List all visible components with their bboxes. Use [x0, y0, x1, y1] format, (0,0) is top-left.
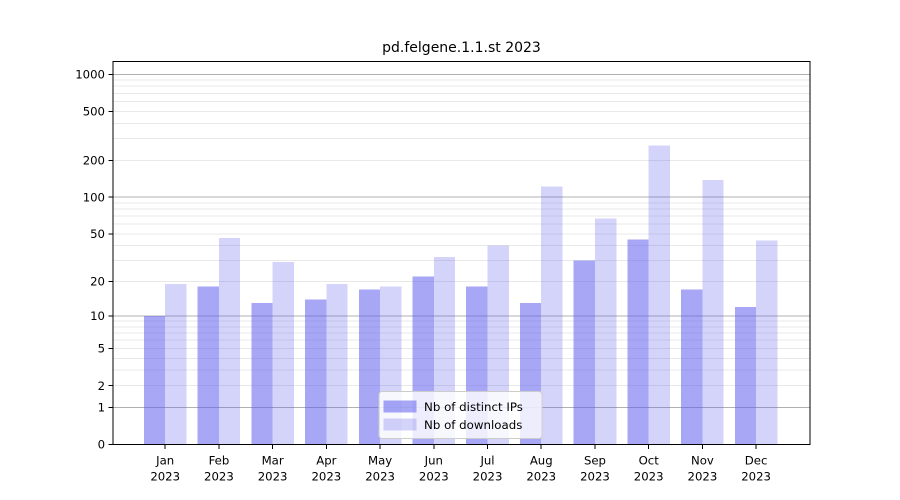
x-tick-label-year: 2023: [258, 470, 288, 484]
y-tick-label: 200: [83, 154, 105, 168]
legend: Nb of distinct IPs Nb of downloads: [378, 391, 543, 439]
y-tick-label: 0: [98, 438, 105, 452]
y-tick-label: 20: [90, 275, 105, 289]
y-tick-label: 100: [83, 190, 105, 204]
bar-downloads-mar: [272, 262, 294, 445]
x-tick-label-year: 2023: [311, 470, 341, 484]
bar-distinct-ips-feb: [197, 286, 219, 445]
x-tick-label-year: 2023: [526, 470, 556, 484]
x-tick-label-month: Feb: [209, 454, 230, 468]
bar-downloads-nov: [702, 180, 724, 445]
x-tick-label-month: Jul: [479, 454, 494, 468]
x-tick-label-year: 2023: [473, 470, 503, 484]
bar-downloads-aug: [541, 186, 563, 445]
chart-title: pd.felgene.1.1.st 2023: [382, 40, 541, 56]
x-tick-label-month: Mar: [262, 454, 284, 468]
x-tick-label-year: 2023: [688, 470, 718, 484]
y-tick-label: 10: [90, 309, 105, 323]
bar-downloads-jan: [165, 283, 187, 445]
x-tick-label-month: Apr: [316, 454, 336, 468]
bar-distinct-ips-apr: [305, 299, 327, 445]
plot-border: [112, 61, 811, 445]
legend-swatch-distinct-ips: [383, 400, 417, 413]
x-tick-label-year: 2023: [365, 470, 395, 484]
x-tick-label-month: Aug: [530, 454, 553, 468]
y-tick-label: 500: [83, 105, 105, 119]
x-tick-label-month: Jan: [155, 454, 174, 468]
x-tick-label-year: 2023: [634, 470, 664, 484]
y-tick-label: 50: [90, 227, 105, 241]
y-tick-label: 5: [98, 342, 105, 356]
bar-downloads-apr: [326, 283, 348, 445]
bar-distinct-ips-jan: [143, 316, 166, 445]
x-tick-label-month: Nov: [691, 454, 714, 468]
x-tick-label-month: Dec: [745, 454, 768, 468]
bar-downloads-oct: [648, 145, 670, 445]
legend-label-distinct-ips: Nb of distinct IPs: [424, 400, 523, 414]
axes: 10005002001005020105210Jan2023Feb2023Mar…: [75, 61, 811, 484]
x-tick-label-year: 2023: [741, 470, 771, 484]
bar-distinct-ips-mar: [251, 303, 273, 445]
x-tick-label-month: Sep: [584, 454, 606, 468]
x-tick-label-month: May: [368, 454, 392, 468]
bar-distinct-ips-nov: [681, 289, 703, 445]
bar-distinct-ips-may: [358, 289, 381, 445]
legend-swatch-downloads: [383, 418, 417, 431]
bar-downloads-dec: [756, 240, 778, 445]
y-tick-label: 1: [98, 401, 105, 415]
x-tick-label-year: 2023: [150, 470, 180, 484]
bar-downloads-feb: [218, 238, 241, 445]
bar-distinct-ips-sep: [573, 260, 595, 445]
legend-box: [378, 391, 543, 439]
bar-distinct-ips-dec: [734, 307, 757, 445]
x-tick-label-year: 2023: [580, 470, 610, 484]
legend-label-downloads: Nb of downloads: [424, 418, 522, 432]
bar-downloads-sep: [594, 218, 617, 445]
x-tick-label-year: 2023: [419, 470, 449, 484]
x-tick-label-year: 2023: [204, 470, 234, 484]
x-tick-label-month: Jun: [424, 454, 443, 468]
y-tick-label: 2: [98, 379, 105, 393]
bar-distinct-ips-oct: [627, 239, 649, 445]
x-tick-label-month: Oct: [639, 454, 660, 468]
y-tick-label: 1000: [75, 68, 105, 82]
